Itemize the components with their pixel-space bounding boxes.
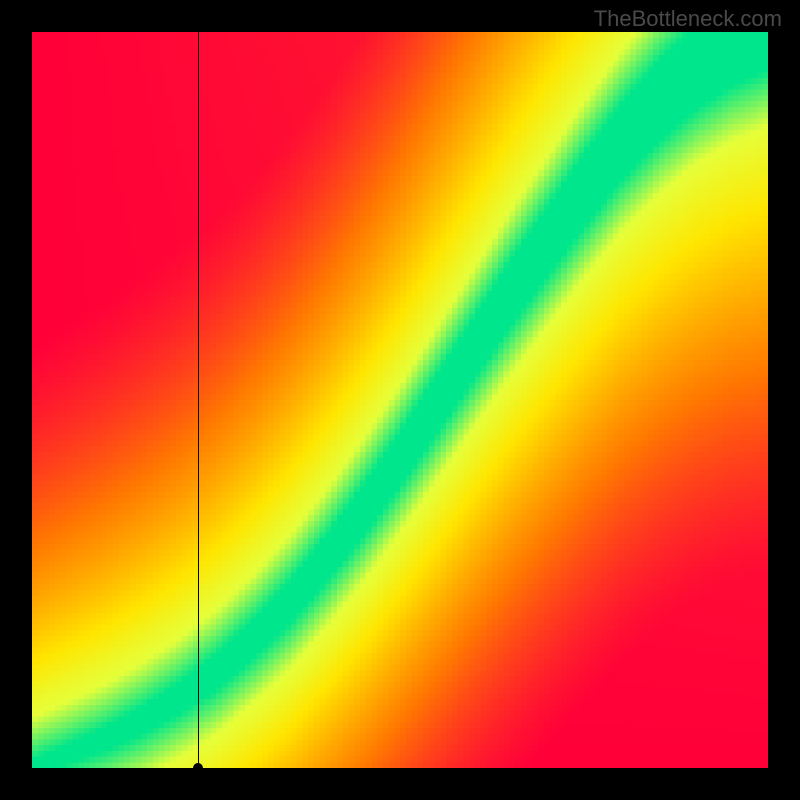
- watermark-text: TheBottleneck.com: [594, 6, 782, 32]
- crosshair-vertical-line: [198, 32, 199, 768]
- heatmap-canvas: [32, 32, 768, 768]
- heatmap-plot: [32, 32, 768, 768]
- crosshair-marker-dot: [193, 763, 203, 773]
